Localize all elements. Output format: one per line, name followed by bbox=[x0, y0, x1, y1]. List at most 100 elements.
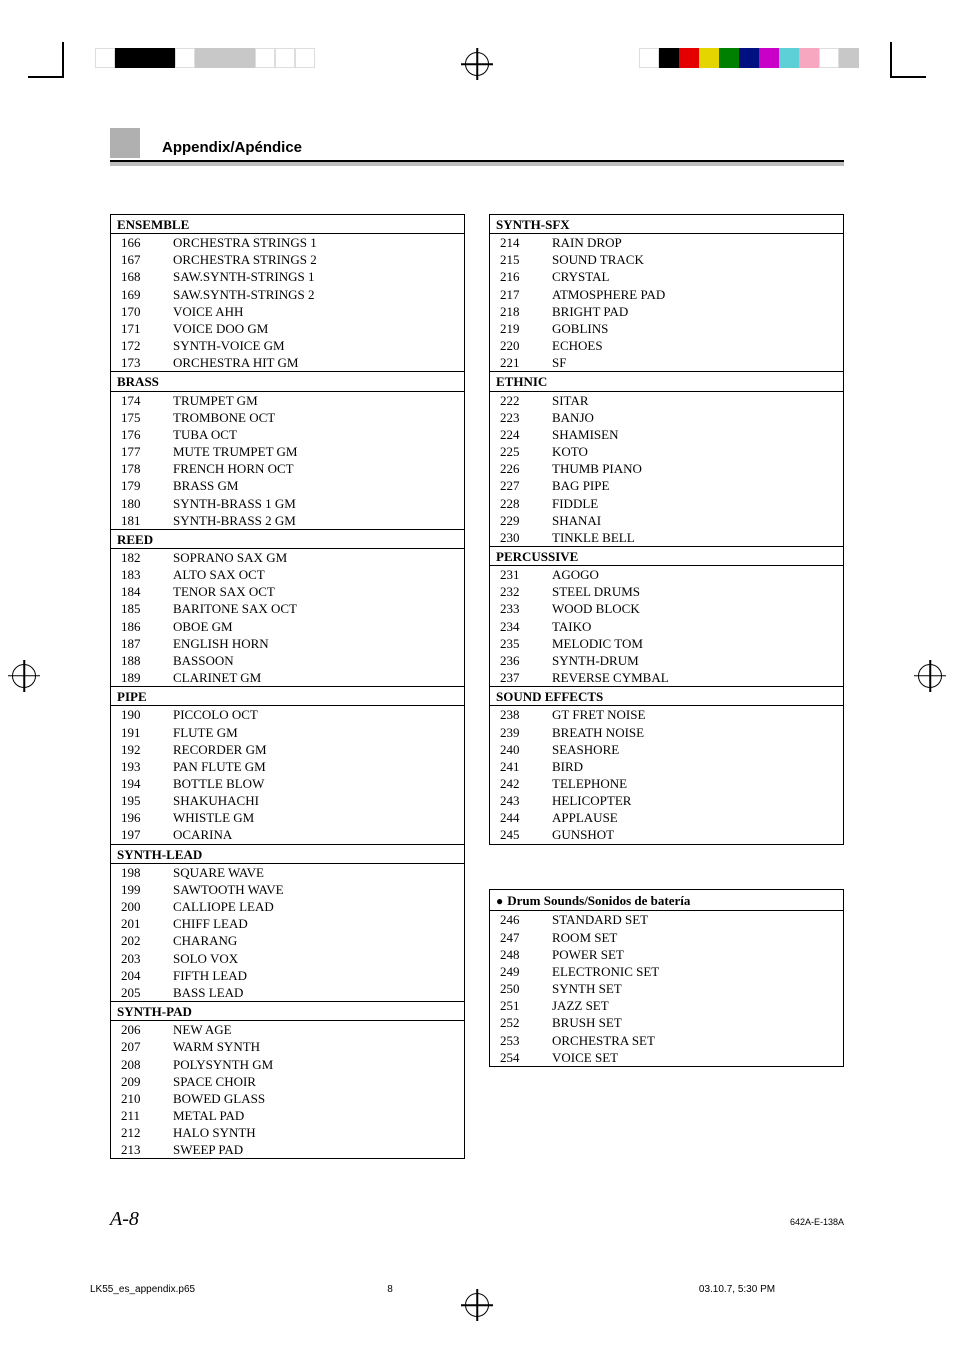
item-number: 207 bbox=[117, 1038, 165, 1055]
list-item: 222SITAR bbox=[490, 392, 843, 409]
section-header: SYNTH-LEAD bbox=[111, 844, 464, 864]
color-swatch bbox=[155, 48, 175, 68]
color-swatch bbox=[699, 48, 719, 68]
color-swatch bbox=[95, 48, 115, 68]
item-name: PICCOLO OCT bbox=[165, 706, 458, 723]
item-name: TENOR SAX OCT bbox=[165, 583, 458, 600]
item-name: SEASHORE bbox=[544, 741, 837, 758]
page-header: Appendix/Apéndice bbox=[110, 128, 844, 166]
color-swatch bbox=[215, 48, 235, 68]
list-item: 251JAZZ SET bbox=[490, 997, 843, 1014]
list-item: 254VOICE SET bbox=[490, 1049, 843, 1066]
item-name: STEEL DRUMS bbox=[544, 583, 837, 600]
section-header: BRASS bbox=[111, 371, 464, 391]
item-name: BRASS GM bbox=[165, 477, 458, 494]
meta-filename: LK55_es_appendix.p65 bbox=[90, 1284, 290, 1295]
item-name: WHISTLE GM bbox=[165, 809, 458, 826]
item-number: 220 bbox=[496, 337, 544, 354]
tone-list-right: SYNTH-SFX214RAIN DROP215SOUND TRACK216CR… bbox=[489, 214, 844, 845]
list-item: 182SOPRANO SAX GM bbox=[111, 549, 464, 566]
item-name: REVERSE CYMBAL bbox=[544, 669, 837, 686]
section-header: ETHNIC bbox=[490, 371, 843, 391]
item-number: 231 bbox=[496, 566, 544, 583]
item-number: 202 bbox=[117, 932, 165, 949]
item-name: BREATH NOISE bbox=[544, 724, 837, 741]
item-number: 187 bbox=[117, 635, 165, 652]
color-swatch bbox=[819, 48, 839, 68]
list-item: 216CRYSTAL bbox=[490, 268, 843, 285]
item-number: 171 bbox=[117, 320, 165, 337]
item-name: ATMOSPHERE PAD bbox=[544, 286, 837, 303]
item-name: BASSOON bbox=[165, 652, 458, 669]
item-name: PAN FLUTE GM bbox=[165, 758, 458, 775]
item-number: 182 bbox=[117, 549, 165, 566]
item-number: 236 bbox=[496, 652, 544, 669]
color-swatch bbox=[255, 48, 275, 68]
item-number: 223 bbox=[496, 409, 544, 426]
color-strip-left bbox=[95, 48, 315, 68]
item-name: CALLIOPE LEAD bbox=[165, 898, 458, 915]
item-name: THUMB PIANO bbox=[544, 460, 837, 477]
list-item: 235MELODIC TOM bbox=[490, 635, 843, 652]
item-number: 248 bbox=[496, 946, 544, 963]
color-swatch bbox=[115, 48, 135, 68]
list-item: 220ECHOES bbox=[490, 337, 843, 354]
list-item: 238GT FRET NOISE bbox=[490, 706, 843, 723]
item-name: FLUTE GM bbox=[165, 724, 458, 741]
item-name: BOWED GLASS bbox=[165, 1090, 458, 1107]
item-name: SYNTH-VOICE GM bbox=[165, 337, 458, 354]
item-name: FIDDLE bbox=[544, 495, 837, 512]
item-number: 203 bbox=[117, 950, 165, 967]
list-item: 252BRUSH SET bbox=[490, 1014, 843, 1031]
item-name: TINKLE BELL bbox=[544, 529, 837, 546]
item-name: CHIFF LEAD bbox=[165, 915, 458, 932]
tone-list-left: ENSEMBLE166ORCHESTRA STRINGS 1167ORCHEST… bbox=[110, 214, 465, 1159]
item-number: 184 bbox=[117, 583, 165, 600]
item-name: METAL PAD bbox=[165, 1107, 458, 1124]
list-item: 178FRENCH HORN OCT bbox=[111, 460, 464, 477]
item-number: 199 bbox=[117, 881, 165, 898]
item-name: SPACE CHOIR bbox=[165, 1073, 458, 1090]
list-item: 199SAWTOOTH WAVE bbox=[111, 881, 464, 898]
item-name: RECORDER GM bbox=[165, 741, 458, 758]
section-header: SOUND EFFECTS bbox=[490, 686, 843, 706]
list-item: 249ELECTRONIC SET bbox=[490, 963, 843, 980]
item-number: 192 bbox=[117, 741, 165, 758]
item-name: SYNTH-BRASS 1 GM bbox=[165, 495, 458, 512]
item-name: SITAR bbox=[544, 392, 837, 409]
item-name: ORCHESTRA STRINGS 1 bbox=[165, 234, 458, 251]
drum-box-title-text: Drum Sounds/Sonidos de batería bbox=[507, 893, 690, 908]
item-number: 222 bbox=[496, 392, 544, 409]
drum-sounds-box: ●Drum Sounds/Sonidos de batería246STANDA… bbox=[489, 889, 844, 1067]
item-name: POWER SET bbox=[544, 946, 837, 963]
item-number: 178 bbox=[117, 460, 165, 477]
document-code: 642A-E-138A bbox=[790, 1217, 844, 1227]
item-name: APPLAUSE bbox=[544, 809, 837, 826]
list-item: 210BOWED GLASS bbox=[111, 1090, 464, 1107]
item-number: 218 bbox=[496, 303, 544, 320]
color-swatch bbox=[275, 48, 295, 68]
item-name: TELEPHONE bbox=[544, 775, 837, 792]
list-item: 181SYNTH-BRASS 2 GM bbox=[111, 512, 464, 529]
item-name: CHARANG bbox=[165, 932, 458, 949]
item-name: ALTO SAX OCT bbox=[165, 566, 458, 583]
item-name: POLYSYNTH GM bbox=[165, 1056, 458, 1073]
item-number: 244 bbox=[496, 809, 544, 826]
item-number: 167 bbox=[117, 251, 165, 268]
list-item: 170VOICE AHH bbox=[111, 303, 464, 320]
crop-mark bbox=[28, 42, 64, 78]
list-item: 187ENGLISH HORN bbox=[111, 635, 464, 652]
page-number: A-8 bbox=[110, 1208, 139, 1231]
item-number: 233 bbox=[496, 600, 544, 617]
list-item: 190PICCOLO OCT bbox=[111, 706, 464, 723]
list-item: 195SHAKUHACHI bbox=[111, 792, 464, 809]
list-item: 248POWER SET bbox=[490, 946, 843, 963]
bullet-icon: ● bbox=[496, 894, 503, 908]
color-swatch bbox=[175, 48, 195, 68]
header-square-icon bbox=[110, 128, 140, 158]
list-item: 228FIDDLE bbox=[490, 495, 843, 512]
list-item: 240SEASHORE bbox=[490, 741, 843, 758]
list-item: 174TRUMPET GM bbox=[111, 392, 464, 409]
color-swatch bbox=[235, 48, 255, 68]
item-number: 205 bbox=[117, 984, 165, 1001]
